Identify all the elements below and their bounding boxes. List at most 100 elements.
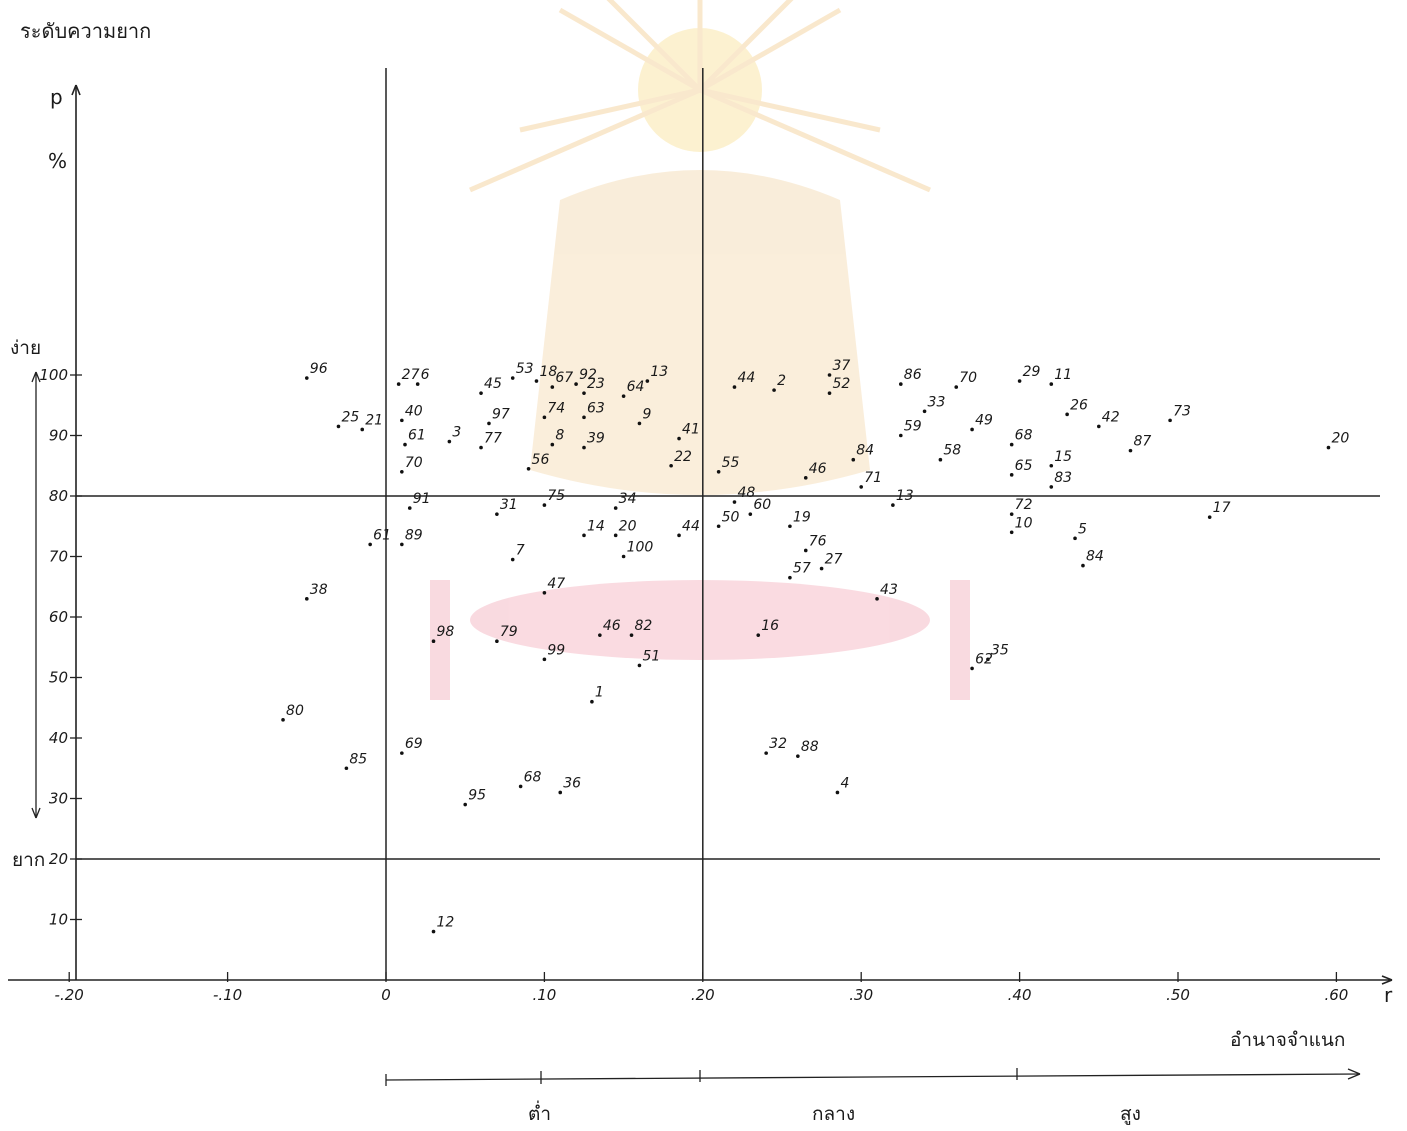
y-tick-label: 50 [49, 669, 68, 687]
data-point-dot [518, 784, 523, 789]
data-point-label: 68 [1015, 428, 1033, 444]
low-discrimination-label: ต่ำ [528, 1100, 551, 1125]
data-point-label: 50 [722, 509, 740, 525]
data-point-dot [400, 542, 404, 547]
data-point-dot [970, 666, 974, 671]
data-point-dot [598, 633, 602, 637]
data-point-dot [788, 524, 792, 529]
data-point-dot [400, 418, 404, 423]
data-point-dot [336, 424, 341, 429]
data-point-dot [1207, 515, 1212, 519]
data-point-dot [550, 385, 555, 389]
data-point-label: 51 [642, 648, 660, 664]
data-point-label: 36 [563, 775, 581, 791]
x-unit-r: r [1384, 983, 1393, 1007]
data-point-label: 97 [492, 406, 510, 422]
data-point-label: 87 [1133, 434, 1151, 450]
x-tick-label: .20 [691, 986, 715, 1004]
data-point-dot [922, 409, 927, 414]
data-point-label: 69 [405, 736, 423, 752]
data-point-label: 59 [904, 419, 922, 435]
data-point-label: 1 [595, 685, 604, 701]
data-point-label: 40 [405, 403, 423, 419]
data-point-dot [716, 470, 721, 474]
data-point-label: 33 [928, 394, 946, 410]
data-point-label: 62 [975, 651, 993, 667]
data-point-label: 19 [793, 509, 811, 525]
discrimination-arrow [385, 1068, 1361, 1086]
x-arrow-head-top [1381, 975, 1393, 981]
data-point-dot [400, 470, 404, 474]
data-point-label: 15 [1054, 449, 1072, 465]
data-point-label: 13 [650, 364, 668, 380]
data-point-dot [613, 506, 618, 510]
data-point-label: 14 [587, 518, 605, 534]
x-tick-label: .10 [532, 986, 556, 1004]
data-point-dot [479, 445, 483, 450]
data-point-dot [891, 503, 895, 507]
data-point-label: 49 [975, 412, 993, 428]
data-point-label: 72 [1015, 497, 1033, 513]
data-point-dot [431, 929, 436, 934]
data-point-dot [938, 457, 943, 462]
data-point-dot [360, 427, 365, 432]
data-point-dot [669, 463, 673, 468]
data-point-dot [407, 506, 412, 510]
data-point-dot [835, 790, 840, 795]
data-point-label: 43 [880, 582, 898, 598]
data-point-label: 76 [809, 533, 827, 549]
data-point-label: 4 [840, 775, 849, 791]
hard-zone-label: ยาก [12, 849, 45, 871]
data-point-dot [1128, 448, 1133, 453]
reference-lines [76, 68, 1380, 980]
data-point-label: 86 [904, 367, 922, 383]
data-point-dot [495, 639, 499, 643]
data-point-label: 61 [408, 428, 426, 444]
data-point-label: 60 [753, 497, 771, 513]
data-point-label: 31 [500, 497, 518, 513]
data-point-label: 96 [310, 361, 328, 377]
data-point-label: 67 [555, 370, 573, 386]
data-point-dot [582, 533, 586, 538]
x-tick-label: .50 [1166, 986, 1190, 1004]
data-point-dot [677, 533, 681, 538]
data-point-dot [510, 557, 515, 562]
data-point-dot [1081, 563, 1085, 568]
data-point-dot [1073, 536, 1077, 541]
data-point-label: 58 [943, 443, 961, 459]
data-point-dot [637, 421, 642, 426]
data-point-label: 16 [761, 618, 779, 634]
y-unit-percent: % [48, 149, 67, 173]
data-point-label: 71 [864, 470, 882, 486]
data-point-dot [1049, 382, 1054, 386]
data-point-dot [803, 476, 808, 480]
data-point-dot [305, 597, 309, 601]
data-point-label: 8 [555, 428, 564, 444]
data-point-label: 32 [769, 736, 787, 752]
data-point-dot [1009, 473, 1014, 477]
data-point-dot [899, 382, 903, 386]
data-point-dot [542, 591, 547, 595]
data-point-label: 39 [587, 431, 605, 447]
data-point-label: 6 [421, 367, 430, 383]
data-point-dot [305, 376, 309, 380]
data-point-label: 27 [402, 367, 420, 383]
y-tick-label: 60 [49, 608, 68, 626]
y-arrow-head-right [75, 84, 81, 96]
x-tick-label: .40 [1008, 986, 1032, 1004]
y-ticks: 10 20 30 40 50 60 70 80 90 100 [39, 366, 82, 929]
difficulty-arrow [31, 371, 41, 819]
data-point-label: 57 [793, 561, 811, 577]
data-point-label: 88 [801, 739, 819, 755]
data-point-label: 82 [635, 618, 653, 634]
data-point-dot [431, 639, 436, 643]
data-point-dot [819, 566, 824, 571]
easy-zone-label: ง่าย [10, 337, 41, 359]
data-point-label: 68 [524, 769, 542, 785]
data-point-dot [542, 657, 547, 662]
university-watermark [430, 0, 970, 700]
data-point-dot [1168, 418, 1172, 423]
data-point-label: 45 [484, 376, 502, 392]
